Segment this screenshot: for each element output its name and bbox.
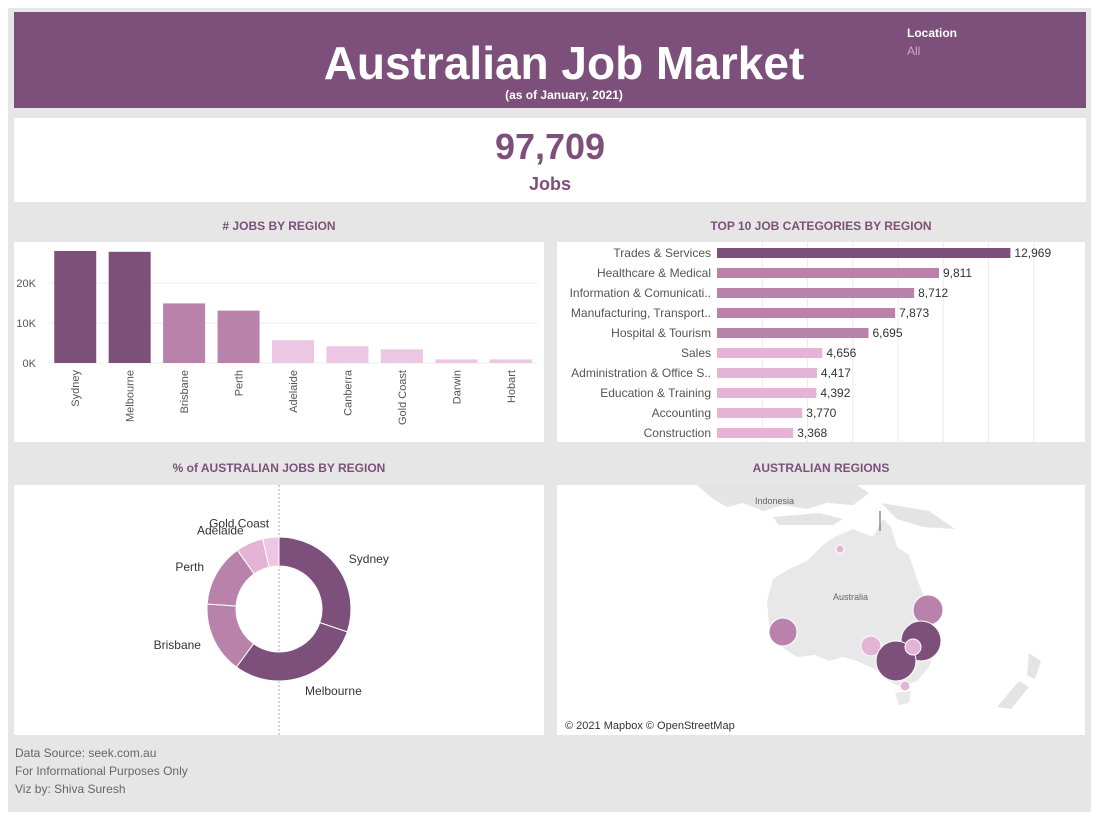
pct-by-region-title: % of AUSTRALIAN JOBS BY REGION (172, 461, 386, 475)
category-label: Hospital & Tourism (611, 326, 711, 340)
regions-map-panel[interactable]: Indonesia Australia © 2021 Mapbox © Open… (557, 485, 1085, 735)
category-value-label: 12,969 (1014, 246, 1051, 260)
category-bar[interactable] (717, 408, 803, 418)
location-filter-value[interactable]: All (907, 44, 921, 58)
donut-slice[interactable] (278, 536, 352, 633)
donut-slice-label: Adelaide (197, 524, 244, 538)
dashboard-subtitle: (as of January, 2021) (505, 88, 623, 102)
map-attribution: © 2021 Mapbox © OpenStreetMap (565, 720, 735, 732)
new-zealand-landmass (997, 653, 1041, 709)
y-tick-label: 10K (16, 318, 36, 330)
jobs-by-region-panel: 0K 10K 20K Sydney Melbourne Brisbane Perth Adel… (14, 242, 544, 442)
pct-by-region-panel: Sydney Melbourne Brisbane Perth Adelaide Gold… (14, 485, 544, 735)
total-jobs-label: Jobs (528, 174, 571, 194)
jobs-by-region-chart: 0K 10K 20K Sydney Melbourne Brisbane Perth Adel… (16, 251, 538, 425)
pct-by-region-chart: Sydney Melbourne Brisbane Perth AdelaideGold… (154, 485, 389, 735)
category-bar[interactable] (717, 268, 939, 278)
x-tick-label: Hobart (506, 370, 518, 403)
map-marker-hobart[interactable] (899, 680, 911, 692)
category-bar[interactable] (717, 348, 823, 358)
map-marker-brisbane[interactable] (912, 594, 944, 626)
x-tick-label: Brisbane (179, 370, 191, 413)
footer-credit: Viz by: Shiva Suresh (15, 782, 126, 796)
new-guinea-landmass (881, 503, 955, 529)
category-value-label: 4,417 (821, 366, 851, 380)
region-bar[interactable] (163, 303, 206, 363)
regions-map-title: AUSTRALIAN REGIONS (752, 461, 890, 475)
regions-map[interactable]: Indonesia Australia © 2021 Mapbox © Open… (557, 485, 1085, 735)
region-bar[interactable] (489, 359, 532, 363)
region-bar[interactable] (54, 251, 97, 363)
category-label: Construction (644, 426, 711, 440)
category-bar[interactable] (717, 328, 869, 338)
category-bar[interactable] (717, 308, 896, 318)
top-categories-title: TOP 10 JOB CATEGORIES BY REGION (710, 219, 932, 233)
category-bar[interactable] (717, 368, 817, 378)
x-tick-label: Sydney (70, 370, 82, 407)
category-label: Sales (681, 346, 711, 360)
jobs-by-region-title: # JOBS BY REGION (222, 219, 336, 233)
category-label: Administration & Office S.. (571, 366, 711, 380)
category-value-label: 3,368 (797, 426, 827, 440)
top-categories-panel: Trades & Services 12,969 Healthcare & Medi… (557, 242, 1085, 442)
x-tick-label: Adelaide (288, 370, 300, 413)
x-tick-label: Perth (234, 370, 246, 396)
x-tick-label: Melbourne (125, 370, 137, 422)
region-bar[interactable] (217, 310, 260, 363)
category-label: Accounting (652, 406, 711, 420)
map-marker-canberra[interactable] (904, 638, 922, 656)
map-marker-perth[interactable] (768, 617, 798, 647)
x-tick-label: Darwin (451, 370, 463, 404)
category-bar[interactable] (717, 428, 794, 438)
category-label: Trades & Services (613, 246, 711, 260)
region-bar[interactable] (380, 349, 423, 363)
footer-note: For Informational Purposes Only (15, 764, 188, 778)
category-value-label: 3,770 (806, 406, 836, 420)
category-label: Healthcare & Medical (597, 266, 711, 280)
map-label-indonesia: Indonesia (755, 496, 794, 506)
map-marker-darwin[interactable] (835, 544, 845, 554)
map-label-australia: Australia (833, 592, 868, 602)
category-bar[interactable] (717, 388, 817, 398)
category-value-label: 8,712 (918, 286, 948, 300)
donut-slice-label: Brisbane (154, 638, 202, 652)
region-bar[interactable] (272, 340, 314, 363)
category-label: Education & Training (600, 386, 711, 400)
category-label: Information & Comunicati.. (570, 286, 711, 300)
donut-slice-label: Gold Coast (209, 517, 270, 531)
total-jobs-value: 97,709 (494, 126, 606, 167)
region-bar[interactable] (108, 251, 151, 363)
y-tick-label: 20K (16, 278, 36, 290)
total-jobs-kpi: 97,709 Jobs (14, 118, 1086, 202)
map-marker-adelaide[interactable] (860, 635, 882, 657)
header-banner: Australian Job Market (as of January, 20… (14, 12, 1086, 108)
category-label: Manufacturing, Transport.. (571, 306, 711, 320)
x-tick-label: Gold Coast (397, 370, 409, 425)
region-bar[interactable] (326, 346, 369, 363)
footer-source: Data Source: seek.com.au (15, 746, 157, 760)
donut-slice[interactable] (261, 536, 280, 568)
donut-slice-label: Sydney (349, 552, 389, 566)
donut-slice[interactable] (235, 622, 348, 682)
donut-slice-label: Melbourne (305, 684, 362, 698)
category-value-label: 4,392 (820, 386, 850, 400)
donut-slice-label: Perth (175, 560, 204, 574)
category-value-label: 6,695 (872, 326, 902, 340)
location-filter-label: Location (907, 26, 957, 40)
category-bar[interactable] (717, 288, 915, 298)
category-value-label: 9,811 (943, 266, 972, 280)
timor-landmass (773, 513, 843, 525)
top-categories-chart: Trades & Services 12,969 Healthcare & Medi… (570, 242, 1051, 442)
x-tick-label: Canberra (342, 369, 354, 416)
category-bar[interactable] (717, 248, 1011, 258)
tasmania-landmass (895, 691, 911, 705)
region-bar[interactable] (435, 359, 478, 363)
category-value-label: 7,873 (899, 306, 929, 320)
y-tick-label: 0K (23, 358, 37, 370)
category-value-label: 4,656 (826, 346, 856, 360)
indonesia-landmass (697, 485, 869, 511)
dashboard-title: Australian Job Market (323, 37, 805, 89)
